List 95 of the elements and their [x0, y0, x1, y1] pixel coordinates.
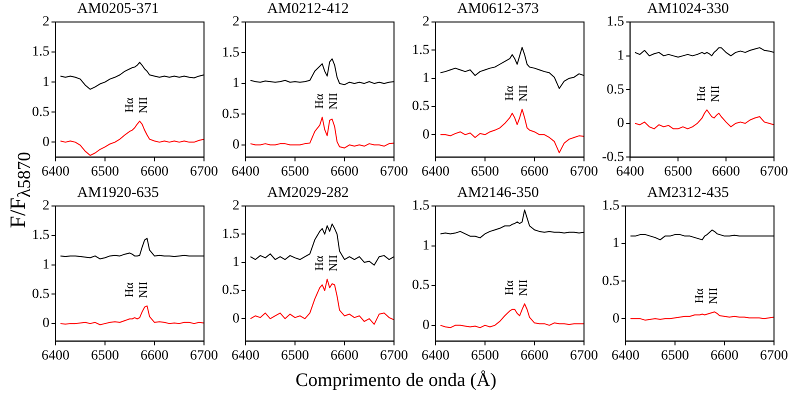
y-tick-label: 1 [612, 236, 620, 252]
x-tick-label: 6600 [520, 348, 548, 364]
y-tick-label: 1.5 [32, 228, 50, 244]
x-tick-label: 6600 [520, 164, 548, 180]
x-tick-label: 6700 [760, 164, 788, 180]
annotation: NII [708, 86, 722, 102]
x-tick-label: 6400 [42, 348, 70, 364]
x-tick-label: 6500 [281, 164, 309, 180]
x-tick-label: 6600 [712, 164, 740, 180]
annotation: NII [326, 254, 340, 272]
x-tick-label: 6500 [471, 348, 499, 364]
x-tick-label: 6500 [91, 348, 119, 364]
y-tick-label: 2 [42, 198, 50, 214]
y-tick-label: 0.5 [602, 274, 620, 289]
x-tick-label: 6700 [190, 164, 218, 180]
y-tick-label: 1 [232, 255, 240, 270]
annotation: NII [706, 288, 720, 304]
y-tick-label: 1.5 [222, 226, 240, 242]
y-tick-label: 0.5 [32, 104, 50, 120]
annotation: Hα [122, 282, 136, 298]
x-tick-label: 6700 [380, 164, 408, 180]
y-tick-label: 1 [422, 71, 430, 86]
x-tick-label: 6600 [710, 348, 738, 364]
y-tick-label: 2 [42, 14, 50, 30]
x-tick-label: 6700 [570, 164, 598, 180]
x-tick-label: 6400 [616, 164, 644, 180]
y-tick-label: 0.5 [222, 106, 240, 122]
x-tick-label: 6700 [380, 348, 408, 364]
x-tick-label: 6500 [664, 164, 692, 180]
y-tick-label: 0.5 [606, 82, 624, 98]
y-tick-label: 1.5 [412, 198, 430, 214]
x-tick-label: 6700 [760, 348, 788, 364]
y-tick-label: 0 [422, 318, 430, 333]
y-tick-label: 1 [42, 257, 50, 272]
y-tick-label: -0.5 [602, 150, 624, 165]
y-tick-label: 0 [422, 127, 430, 142]
y-tick-label: 1 [232, 76, 240, 92]
y-tick-label: 0.5 [222, 283, 240, 298]
x-tick-label: 6500 [281, 348, 309, 364]
annotation: Hα [694, 86, 708, 102]
y-tick-label: 1 [617, 48, 624, 64]
annotation: Hα [122, 96, 136, 113]
chart-title: AM1024-330 [647, 0, 729, 17]
x-tick-label: 6400 [422, 348, 450, 364]
annotation: Hα [312, 255, 326, 271]
y-tick-label: 2 [422, 14, 430, 30]
annotation: Hα [692, 288, 706, 304]
annotation: Hα [502, 280, 516, 296]
y-tick-label: 1.5 [602, 198, 620, 214]
y-tick-label: 2 [232, 198, 240, 214]
chart-title: AM0212-412 [267, 0, 349, 17]
y-tick-label: 1 [42, 74, 50, 90]
x-tick-label: 6400 [422, 164, 450, 180]
x-tick-label: 6600 [140, 348, 168, 364]
x-tick-label: 6600 [330, 164, 358, 180]
y-tick-label: 1.5 [32, 44, 50, 60]
y-tick-label: 0 [617, 116, 624, 132]
chart-title: AM2029-282 [267, 184, 349, 201]
y-tick-label: 1.5 [606, 14, 624, 30]
y-tick-label: 0.5 [412, 278, 430, 294]
x-tick-label: 6500 [91, 164, 119, 180]
chart-title: AM2312-435 [647, 184, 729, 201]
chart-title: AM1920-635 [77, 184, 159, 201]
y-tick-label: 1.5 [412, 42, 430, 58]
x-tick-label: 6600 [140, 164, 168, 180]
y-tick-label: 0 [42, 134, 50, 150]
x-tick-label: 6700 [570, 348, 598, 364]
annotation: NII [136, 282, 150, 298]
annotation: NII [326, 92, 340, 110]
y-tick-label: 0.5 [412, 99, 430, 114]
x-tick-label: 6500 [661, 348, 689, 364]
x-tick-label: 6500 [471, 164, 499, 180]
x-tick-label: 6400 [42, 164, 70, 180]
annotation: Hα [312, 93, 326, 109]
chart-title: AM0205-371 [77, 0, 159, 17]
annotation: NII [516, 279, 530, 296]
y-tick-label: 2 [232, 14, 240, 30]
y-tick-label: 0 [232, 138, 240, 153]
chart-title: AM0612-373 [457, 0, 539, 17]
x-tick-label: 6600 [330, 348, 358, 364]
y-tick-label: 1 [422, 238, 430, 254]
annotation: NII [136, 96, 150, 114]
y-tick-label: 0 [42, 316, 50, 332]
x-tick-label: 6400 [232, 348, 260, 364]
y-tick-label: 0 [612, 311, 620, 326]
y-tick-label: 0.5 [32, 286, 50, 302]
annotation: NII [516, 84, 530, 102]
x-tick-label: 6400 [232, 164, 260, 180]
x-tick-label: 6700 [190, 348, 218, 364]
y-tick-label: 1.5 [222, 45, 240, 60]
x-axis-title: Comprimento de onda (Å) [294, 370, 498, 392]
y-tick-label: 0 [232, 311, 240, 326]
x-tick-label: 6400 [612, 348, 640, 364]
chart-title: AM2146-350 [457, 184, 539, 201]
annotation: Hα [502, 85, 516, 101]
